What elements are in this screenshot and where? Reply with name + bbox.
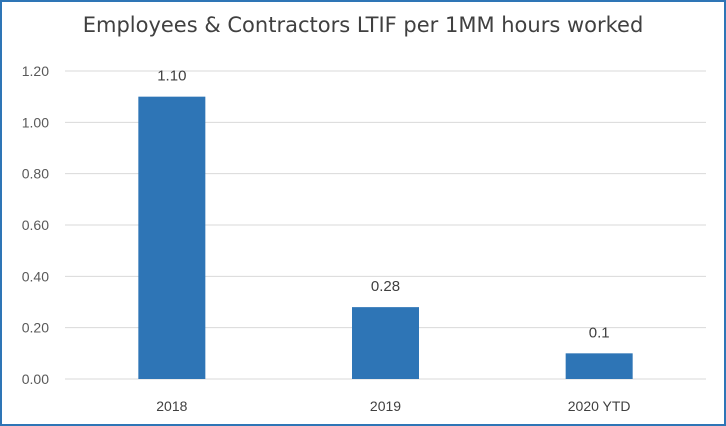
data-label: 0.1 (589, 324, 610, 341)
chart-title: Employees & Contractors LTIF per 1MM hou… (82, 13, 644, 37)
y-tick-label: 1.00 (22, 114, 49, 130)
y-tick-label: 0.00 (22, 371, 49, 387)
x-tick-label: 2020 YTD (568, 398, 631, 414)
y-tick-label: 0.80 (22, 166, 49, 182)
x-tick-label: 2019 (370, 398, 401, 414)
y-tick-label: 0.20 (22, 320, 49, 336)
bar (138, 96, 206, 380)
x-axis-ticks: 2018 2019 2020 YTD (156, 398, 630, 414)
bars (138, 96, 633, 380)
y-tick-label: 0.40 (22, 268, 49, 284)
x-tick-label: 2018 (156, 398, 187, 414)
y-axis-ticks: 0.00 0.20 0.40 0.60 0.80 1.00 1.20 (22, 63, 49, 387)
y-tick-label: 0.60 (22, 217, 49, 233)
y-tick-label: 1.20 (22, 63, 49, 79)
data-labels: 1.10 0.28 0.1 (157, 68, 609, 342)
data-label: 0.28 (371, 278, 400, 295)
bar (352, 307, 419, 379)
data-label: 1.10 (157, 68, 186, 85)
bar (565, 353, 633, 379)
